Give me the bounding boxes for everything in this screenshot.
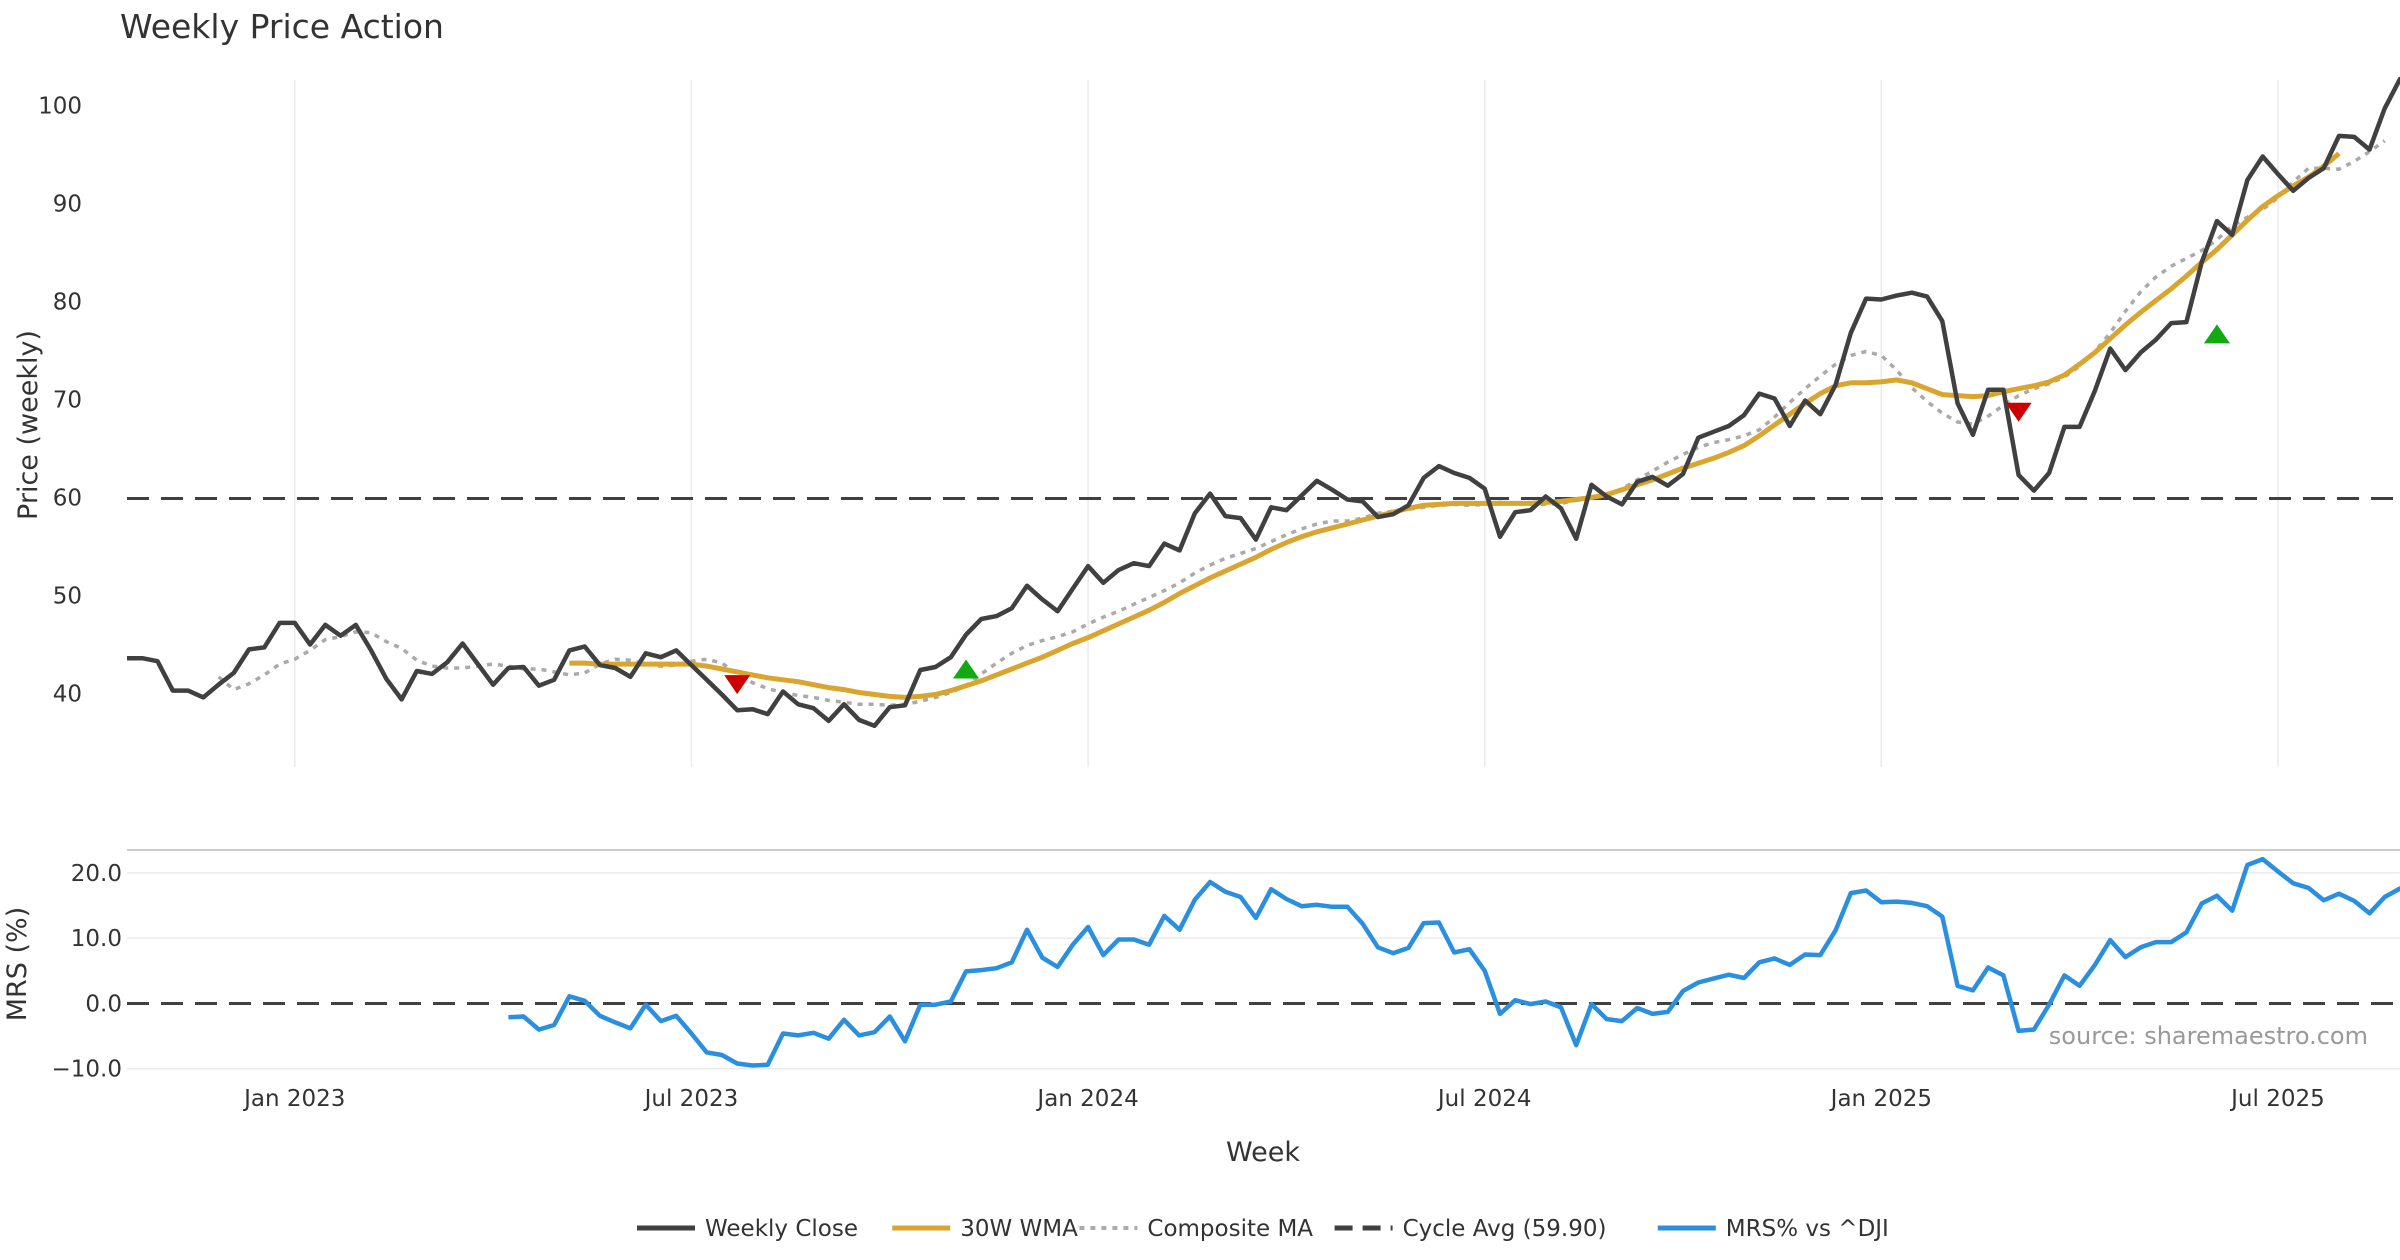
x-tick-label: Jul 2023: [643, 1086, 739, 1112]
legend-label: Weekly Close: [705, 1216, 858, 1242]
mrs-series-line: [508, 856, 2400, 1068]
30w-wma-series-line: [569, 151, 2341, 700]
x-axis-title: Week: [1226, 1137, 1300, 1168]
price-y-tick-label: 60: [53, 486, 82, 512]
price-y-axis-title: Price (weekly): [13, 330, 44, 520]
x-tick-label: Jan 2023: [242, 1086, 345, 1112]
price-y-tick-label: 90: [53, 192, 82, 218]
weekly-close-series-line: [127, 76, 2400, 729]
price-y-tick-label: 40: [53, 682, 82, 708]
mrs-y-axis-title: MRS (%): [2, 907, 33, 1022]
x-tick-label: Jul 2025: [2229, 1086, 2325, 1112]
chart-title: Weekly Price Action: [120, 7, 444, 46]
mrs-y-tick-label: 0.0: [85, 991, 122, 1017]
mrs-panel: −10.0 0.0 10.0 20.0: [52, 849, 2400, 1083]
x-tick-label: Jan 2024: [1035, 1086, 1138, 1112]
price-panel: 40 50 60 70 80 90 100: [38, 76, 2400, 767]
mrs-y-tick-label: 20.0: [71, 861, 122, 887]
price-y-tick-label: 70: [53, 388, 82, 414]
x-tick-label: Jan 2025: [1829, 1086, 1932, 1112]
buy-signal-marker: [953, 659, 980, 679]
x-axis: Jan 2023 Jul 2023 Jan 2024 Jul 2024 Jan 2025…: [242, 1086, 2325, 1112]
source-note: source: sharemaestro.com: [2049, 1022, 2368, 1050]
buy-signal-marker: [2203, 324, 2230, 344]
legend: Weekly Close 30W WMA Composite MA Cycle Avg…: [637, 1216, 1889, 1242]
sell-signal-marker: [724, 675, 751, 695]
x-tick-label: Jul 2024: [1436, 1086, 1532, 1112]
composite-ma-series-line: [217, 139, 2386, 708]
legend-label: 30W WMA: [960, 1216, 1078, 1242]
legend-label: Composite MA: [1147, 1216, 1313, 1242]
price-y-tick-label: 50: [53, 584, 82, 610]
mrs-y-tick-label: −10.0: [52, 1057, 122, 1083]
price-y-tick-label: 80: [53, 290, 82, 316]
price-y-tick-label: 100: [38, 94, 82, 120]
legend-label: MRS% vs ^DJI: [1726, 1216, 1889, 1242]
sell-signal-marker: [2005, 402, 2032, 422]
mrs-y-tick-label: 10.0: [71, 926, 122, 952]
legend-label: Cycle Avg (59.90): [1403, 1216, 1607, 1242]
